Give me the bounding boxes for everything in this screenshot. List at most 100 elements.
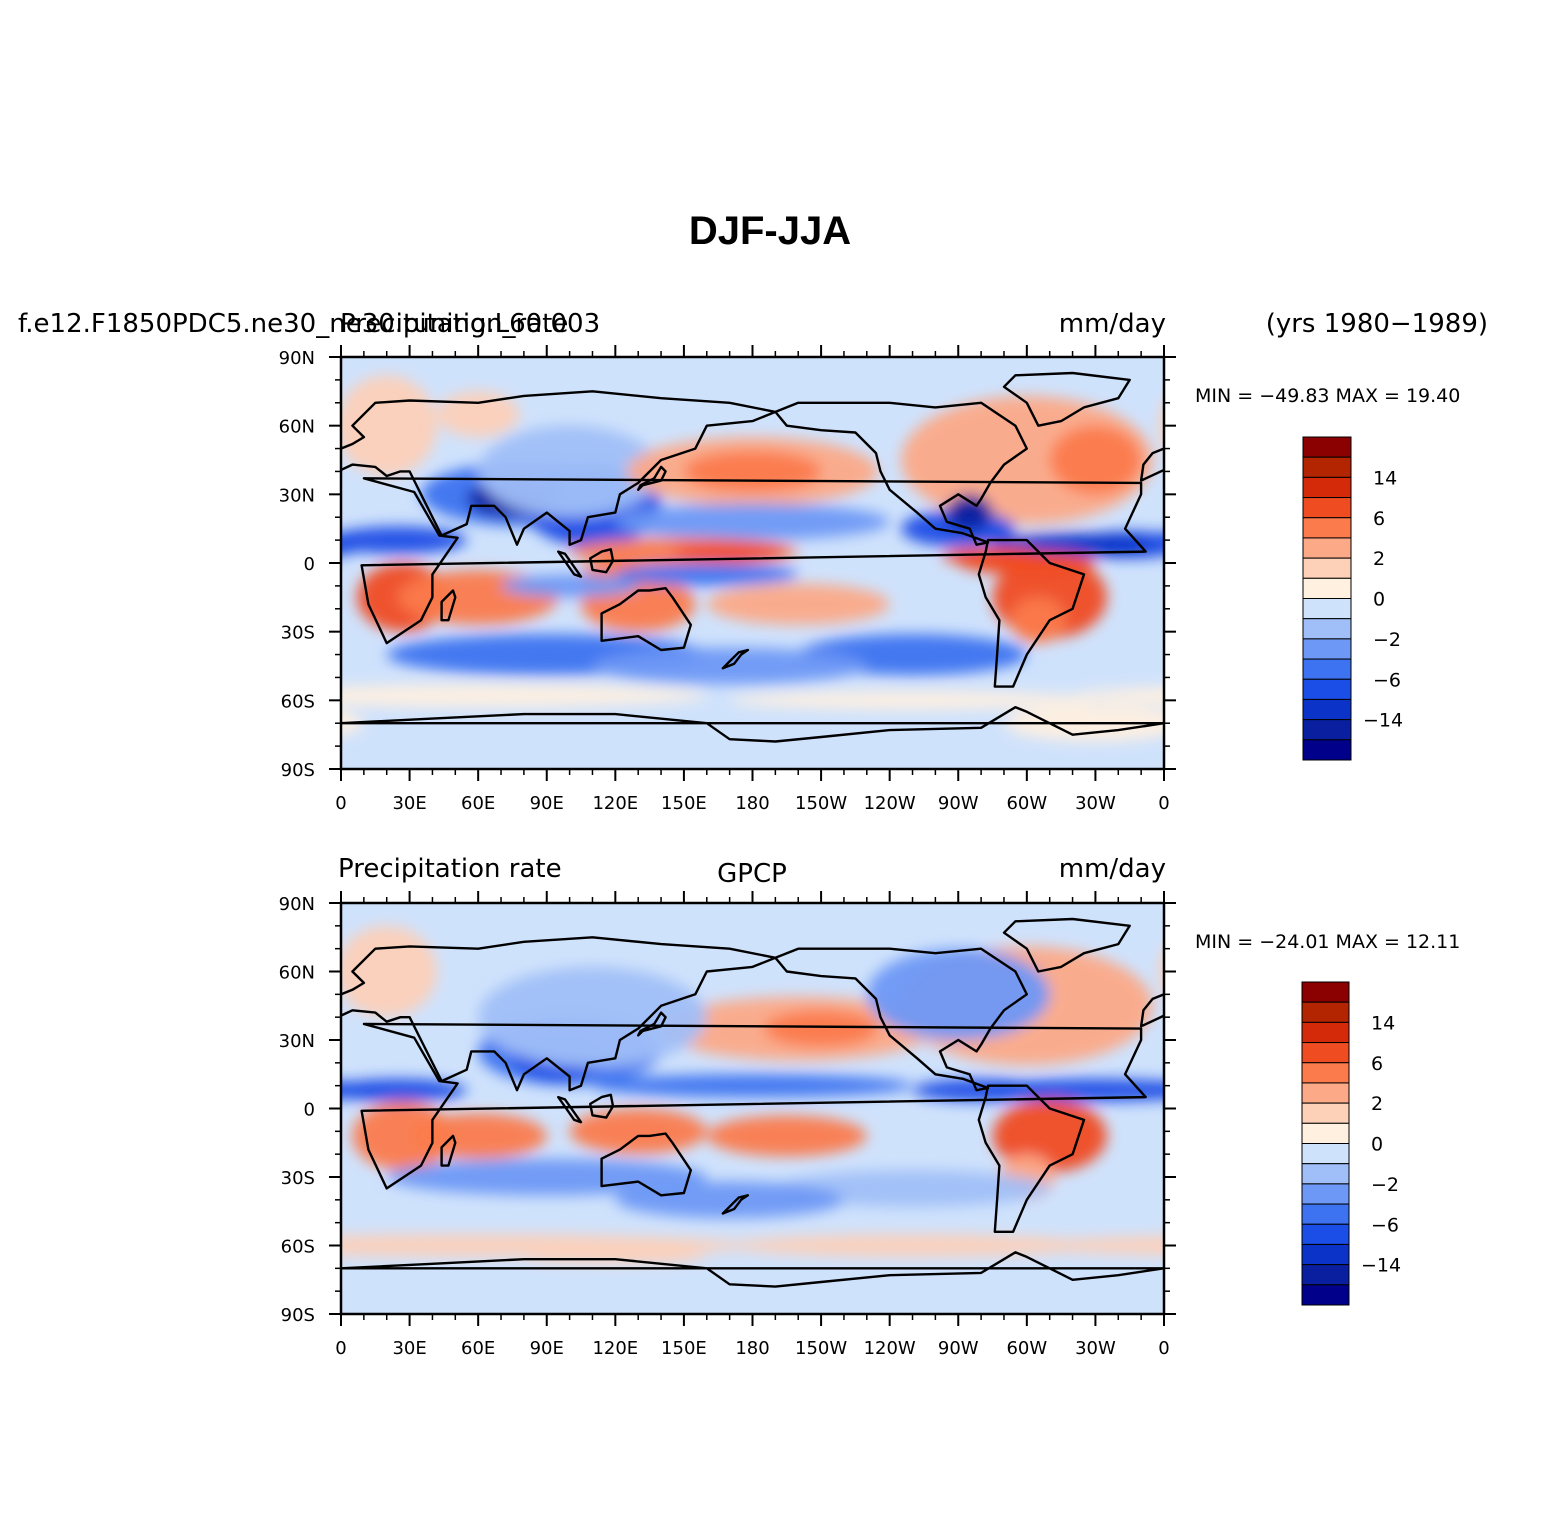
bottom-anomaly-blob-20: [615, 1181, 844, 1219]
bottom-anomaly-blob-19: [775, 1170, 1050, 1207]
bottom-colorbar-label: 0: [1371, 1134, 1383, 1156]
top-colorbar-box: [1302, 456, 1352, 478]
top-colorbar-box: [1302, 557, 1352, 579]
bottom-colorbar: 14 6 2 0 −2 −6 −14: [1301, 981, 1401, 1306]
top-coastline-7: [440, 589, 457, 622]
top-min-max: MIN = −49.83 MAX = 19.40: [1195, 385, 1460, 407]
top-colorbar-box: [1302, 537, 1352, 559]
bottom-anomaly-blob-14: [569, 1108, 707, 1155]
bottom-x-tick-label: 0: [335, 1338, 346, 1359]
top-anomaly-blob-17: [946, 494, 993, 531]
top-x-tick-label: 150W: [795, 793, 847, 814]
top-x-tick-label: 60E: [461, 793, 495, 814]
bottom-anomaly-blob-23: [523, 1250, 707, 1264]
bottom-colorbar-label: 14: [1371, 1012, 1395, 1034]
bottom-anomaly-blob-8: [592, 1074, 913, 1098]
bottom-coastline-6: [341, 1251, 1164, 1288]
top-y-tick-label: 90N: [279, 348, 315, 369]
bottom-colorbar-box: [1301, 1243, 1350, 1266]
bottom-colorbar-label: 2: [1371, 1093, 1383, 1115]
top-coastline-8: [637, 465, 667, 491]
bottom-colorbar-box: [1301, 1223, 1350, 1245]
top-coastline-9: [721, 648, 750, 670]
top-units: mm/day: [1059, 309, 1166, 339]
top-x-tick-label: 60W: [1006, 793, 1047, 814]
bottom-x-tick-label: 150E: [661, 1338, 707, 1359]
top-colorbar-label: 2: [1373, 548, 1385, 570]
top-colorbar-label: −6: [1373, 669, 1401, 691]
top-x-tick-label: 90E: [530, 793, 564, 814]
bottom-x-tick-label: 180: [735, 1338, 769, 1359]
top-colorbar-box: [1302, 598, 1352, 620]
top-anomaly-blob-32: [1072, 686, 1164, 705]
bottom-anomaly-blob-13: [409, 1113, 547, 1159]
bottom-colorbar-box: [1301, 1082, 1350, 1104]
top-anomaly-blob-33: [729, 691, 1096, 710]
top-anomaly-blob-7: [478, 425, 661, 518]
bottom-x-tick-label: 150W: [795, 1338, 847, 1359]
bottom-colorbar-box: [1301, 1284, 1350, 1306]
top-anomaly-blob-26: [706, 583, 890, 625]
top-coastline-11: [557, 550, 583, 578]
bottom-coastline-3: [977, 1084, 1086, 1234]
bottom-anomaly-blob-0: [341, 925, 437, 1018]
bottom-colorbar-label: −14: [1361, 1255, 1401, 1277]
top-colorbar-label: 0: [1373, 589, 1385, 611]
top-colorbar-box: [1302, 678, 1352, 700]
top-coastline-2: [774, 401, 1029, 546]
bottom-coastline-10: [589, 1093, 615, 1119]
top-precip-field: [341, 375, 1164, 742]
top-center-title: Precipitation_rate: [340, 309, 568, 339]
top-x-tick-label: 30E: [392, 793, 426, 814]
top-colorbar-box: [1302, 476, 1352, 499]
bottom-y-tick-label: 30N: [279, 1031, 315, 1052]
bottom-x-tick-label: 90W: [938, 1338, 979, 1359]
top-colorbar-label: 14: [1373, 467, 1397, 489]
top-anomaly-blob-13: [1152, 532, 1164, 548]
top-map: [341, 357, 1164, 769]
top-colorbar-box: [1302, 739, 1352, 761]
top-x-tick-label: 90W: [938, 793, 979, 814]
bottom-y-tick-label: 0: [304, 1100, 315, 1121]
bottom-colorbar-box: [1301, 1122, 1350, 1145]
top-x-tick-label: 180: [735, 793, 769, 814]
top-anomaly-blob-32: [341, 684, 707, 708]
figure-title: DJF-JJA: [689, 209, 851, 253]
bottom-colorbar-box: [1301, 1183, 1350, 1205]
top-colorbar-box: [1302, 658, 1352, 680]
top-colorbar-box: [1302, 497, 1352, 519]
bottom-coastline-1: [341, 936, 777, 1092]
top-colorbar-box: [1302, 618, 1352, 640]
top-anomaly-blob-10: [615, 503, 890, 541]
top-axes: 0 30E 60E 90E 120E 150E 180 150W 120W 90W 60W 30W 09…: [279, 345, 1176, 814]
bottom-anomaly-blob-10: [341, 1078, 467, 1102]
bottom-anomaly-blob-7: [866, 948, 1050, 1040]
top-left-title: f.e12.F1850PDC5.ne30_ne30.tuning.L60.003: [18, 309, 600, 339]
top-colorbar-box: [1302, 517, 1352, 539]
bottom-colorbar-box: [1301, 1203, 1350, 1225]
bottom-x-tick-label: 120E: [592, 1338, 638, 1359]
bottom-left-title: Precipitation rate: [338, 854, 562, 884]
bottom-colorbar-box: [1301, 1021, 1350, 1044]
bottom-anomaly-blob-6: [478, 967, 707, 1068]
bottom-anomaly-blob-10: [1152, 1083, 1164, 1097]
bottom-colorbar-box: [1301, 1163, 1350, 1185]
bottom-coastline-0: [360, 1022, 1147, 1190]
bottom-x-tick-label: 30E: [392, 1338, 426, 1359]
top-coastline-5: [1002, 371, 1131, 427]
top-y-tick-label: 0: [304, 554, 315, 575]
top-y-tick-label: 90S: [281, 760, 315, 781]
top-y-tick-label: 30N: [279, 485, 315, 506]
bottom-x-tick-label: 60W: [1006, 1338, 1047, 1359]
bottom-y-tick-label: 60S: [281, 1237, 315, 1258]
top-coastlines: [341, 371, 1164, 743]
top-anomaly-blob-30: [500, 574, 639, 598]
bottom-anomaly-blob-15: [706, 1115, 867, 1157]
top-colorbar-label: 6: [1373, 508, 1385, 530]
bottom-coastline-11: [557, 1095, 583, 1124]
bottom-map: [341, 903, 1164, 1314]
bottom-coastline-9: [721, 1194, 750, 1215]
bottom-panel: Precipitation rate GPCP mm/day MIN = −24…: [279, 854, 1461, 1359]
bottom-colorbar-box: [1301, 981, 1350, 1003]
